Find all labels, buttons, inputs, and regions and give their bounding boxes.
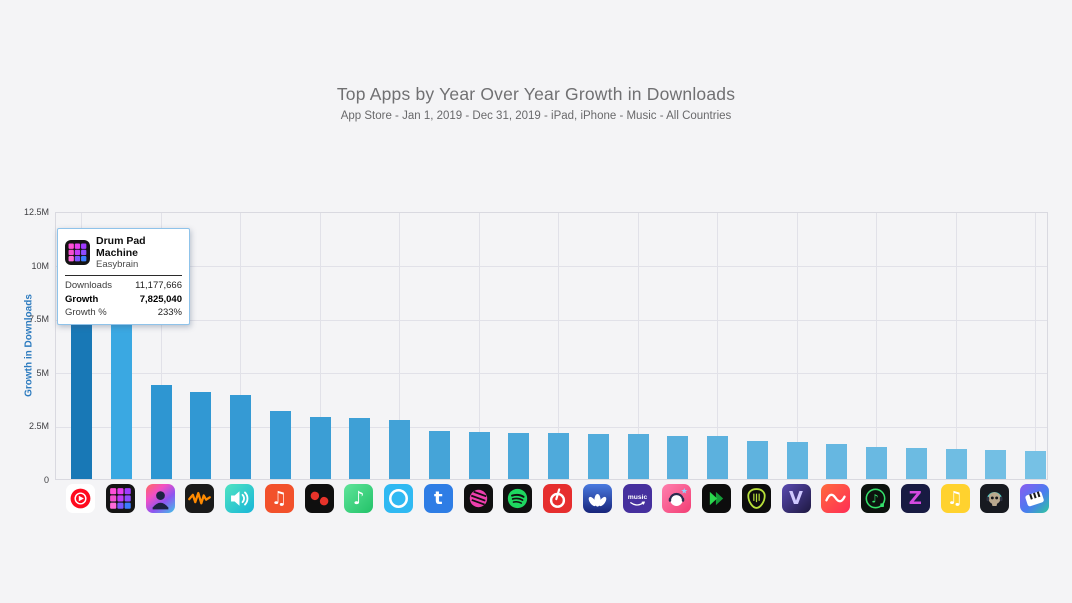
- teal-speaker-icon: [225, 484, 254, 513]
- bar-yellow-music-notes[interactable]: [945, 449, 967, 479]
- youtube-music-icon: [66, 484, 95, 513]
- bar-skull-headphones[interactable]: [985, 450, 1007, 479]
- y-tick-label: 5M: [36, 367, 49, 378]
- page-title: Top Apps by Year Over Year Growth in Dow…: [336, 84, 736, 104]
- green-note-circle-icon: ♪: [861, 484, 890, 513]
- orange-music-notes-icon: ♫: [264, 484, 294, 513]
- drum-pad-machine-icon: [65, 240, 90, 265]
- gridline: [638, 213, 639, 479]
- tooltip-downloads-label: Downloads: [65, 280, 112, 291]
- tooltip-divider: [65, 275, 182, 276]
- y-tick-label: 7.5M: [28, 314, 49, 325]
- rainbow-character-icon: [145, 484, 175, 513]
- y-tick-label: 12.5M: [23, 207, 49, 217]
- bar-purple-letter-v[interactable]: [786, 442, 808, 479]
- tooltip-growth-pct-value: 233%: [157, 307, 182, 318]
- bar-guitar-pick[interactable]: [746, 441, 768, 479]
- tooltip-downloads-value: 11,177,666: [135, 280, 182, 291]
- tooltip-app-name: Drum Pad Machine: [96, 235, 146, 259]
- red-wave-icon: [821, 484, 851, 513]
- bar-red-swirl-black[interactable]: [309, 417, 331, 479]
- green-music-note-icon: ♪: [344, 484, 374, 513]
- gridline: [56, 427, 1047, 428]
- red-swirl-black-icon: [304, 484, 334, 513]
- tooltip-row-growth-pct: Growth % 233%: [65, 306, 182, 320]
- spotify-icon: [503, 484, 533, 513]
- netease-cloud-music-icon: [543, 484, 572, 513]
- tooltip-publisher: Easybrain: [96, 259, 139, 270]
- bar-green-play[interactable]: [707, 436, 728, 479]
- page-subtitle: App Store - Jan 1, 2019 - Dec 31, 2019 -…: [340, 110, 732, 122]
- bar-drum-pad-machine[interactable]: [110, 311, 132, 479]
- bar-rainbow-character[interactable]: [150, 385, 172, 479]
- magenta-sphere-icon: [463, 484, 493, 513]
- bar-audiomack[interactable]: [190, 392, 212, 479]
- y-tick-label: 2.5M: [28, 421, 49, 432]
- bar-amazon-music[interactable]: [627, 434, 649, 479]
- bar-green-music-note[interactable]: [349, 418, 371, 479]
- y-tick-label: 0: [43, 475, 49, 485]
- bar-netease-cloud-music[interactable]: [548, 433, 569, 479]
- gridline: [56, 266, 1047, 267]
- bar-amazon-alexa[interactable]: [389, 420, 410, 479]
- bar-piano-gradient[interactable]: [1025, 451, 1046, 479]
- tooltip-header: Drum Pad Machine Easybrain: [65, 235, 182, 270]
- amazon-alexa-icon: [384, 484, 413, 513]
- y-tick-label: 10M: [31, 260, 49, 271]
- gridline: [797, 213, 798, 479]
- tooltip-titles: Drum Pad Machine Easybrain: [96, 235, 182, 270]
- gridline: [161, 213, 162, 479]
- gridline: [320, 213, 321, 479]
- bar-pink-headphones-character[interactable]: [667, 436, 689, 479]
- drum-pad-machine-icon: [105, 484, 135, 513]
- gridline: [479, 213, 480, 479]
- amazon-music-icon: music: [622, 484, 652, 513]
- tooltip-row-growth: Growth 7,825,040: [65, 293, 182, 307]
- svg-text:♪: ♪: [871, 492, 878, 506]
- svg-text:★: ★: [681, 487, 688, 496]
- bar-green-note-circle[interactable]: [866, 447, 887, 479]
- gridline: [558, 213, 559, 479]
- pink-headphones-character-icon: ★: [662, 484, 692, 513]
- gridline: [1035, 213, 1036, 479]
- purple-letter-z-icon: Z: [900, 484, 930, 513]
- tooltip-growth-value: 7,825,040: [139, 293, 182, 305]
- blue-letter-t-icon: t: [423, 484, 453, 513]
- gridline: [240, 213, 241, 479]
- yellow-music-notes-icon: ♫: [940, 484, 970, 513]
- svg-text:music: music: [627, 494, 647, 501]
- gridline: [56, 320, 1047, 321]
- gridline: [399, 213, 400, 479]
- bar-teal-speaker[interactable]: [230, 395, 251, 479]
- plot-area: [55, 212, 1048, 480]
- piano-gradient-icon: [1020, 484, 1049, 513]
- audiomack-icon: [185, 484, 215, 513]
- skull-headphones-icon: [980, 484, 1010, 513]
- blue-lotus-icon: [582, 484, 612, 513]
- bar-blue-letter-t[interactable]: [428, 431, 450, 479]
- tooltip-growth-label: Growth: [65, 293, 99, 305]
- gridline: [956, 213, 957, 479]
- bar-purple-letter-z[interactable]: [905, 448, 927, 479]
- tooltip-growth-pct-label: Growth %: [65, 307, 107, 318]
- guitar-pick-icon: [741, 484, 771, 513]
- bar-spotify[interactable]: [508, 433, 530, 479]
- tooltip-row-downloads: Downloads 11,177,666: [65, 279, 182, 293]
- gridline: [717, 213, 718, 479]
- bar-orange-music-notes[interactable]: [269, 411, 291, 479]
- gridline: [876, 213, 877, 479]
- gridline: [56, 373, 1047, 374]
- y-axis-label: Growth in Downloads: [23, 294, 35, 397]
- purple-letter-v-icon: V: [781, 484, 811, 513]
- bar-magenta-sphere[interactable]: [468, 432, 490, 479]
- tooltip: Drum Pad Machine Easybrain Downloads 11,…: [57, 228, 190, 325]
- green-play-icon: [702, 484, 731, 513]
- bar-blue-lotus[interactable]: [587, 434, 609, 479]
- bar-red-wave[interactable]: [826, 444, 848, 479]
